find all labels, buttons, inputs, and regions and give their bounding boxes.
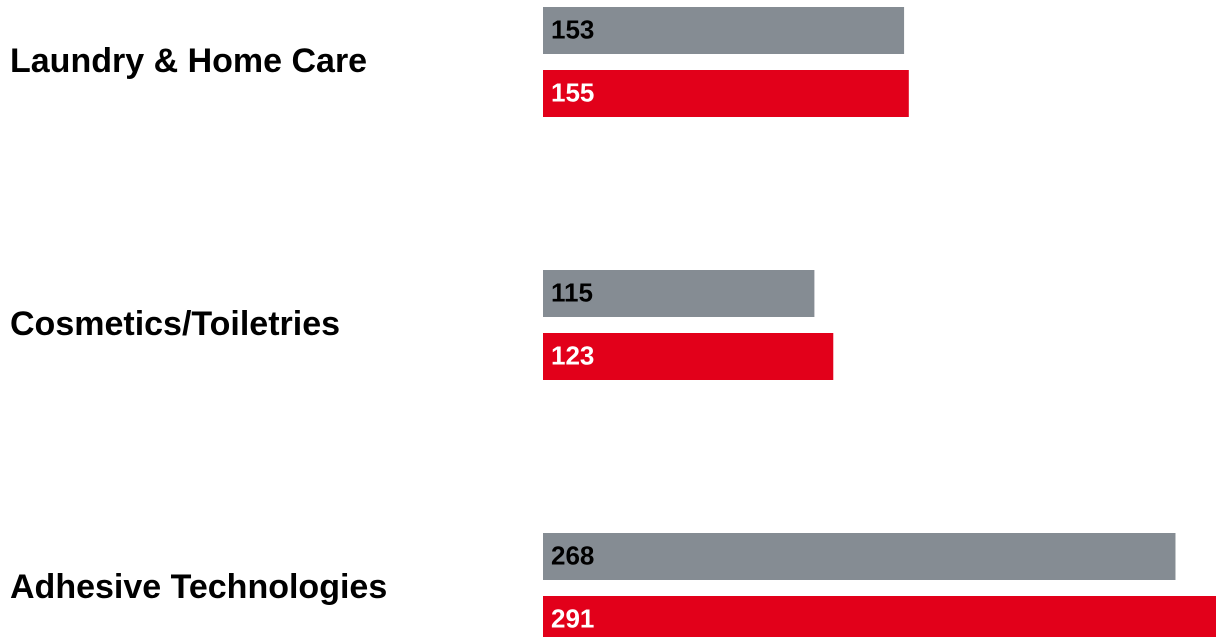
value-label: 115: [551, 277, 593, 307]
bar: [543, 7, 905, 54]
value-label: 123: [551, 340, 594, 370]
category-label: Laundry & Home Care: [10, 42, 367, 80]
bar: [543, 70, 909, 117]
bar: [543, 533, 1176, 580]
category-label: Adhesive Technologies: [10, 568, 387, 606]
value-label: 153: [551, 14, 594, 44]
bar: [543, 270, 815, 317]
bar: [543, 596, 1216, 637]
value-label: 291: [551, 603, 594, 633]
value-label: 268: [551, 540, 594, 570]
category-label: Cosmetics/Toiletries: [10, 305, 340, 343]
bar: [543, 333, 834, 380]
value-label: 155: [551, 77, 594, 107]
